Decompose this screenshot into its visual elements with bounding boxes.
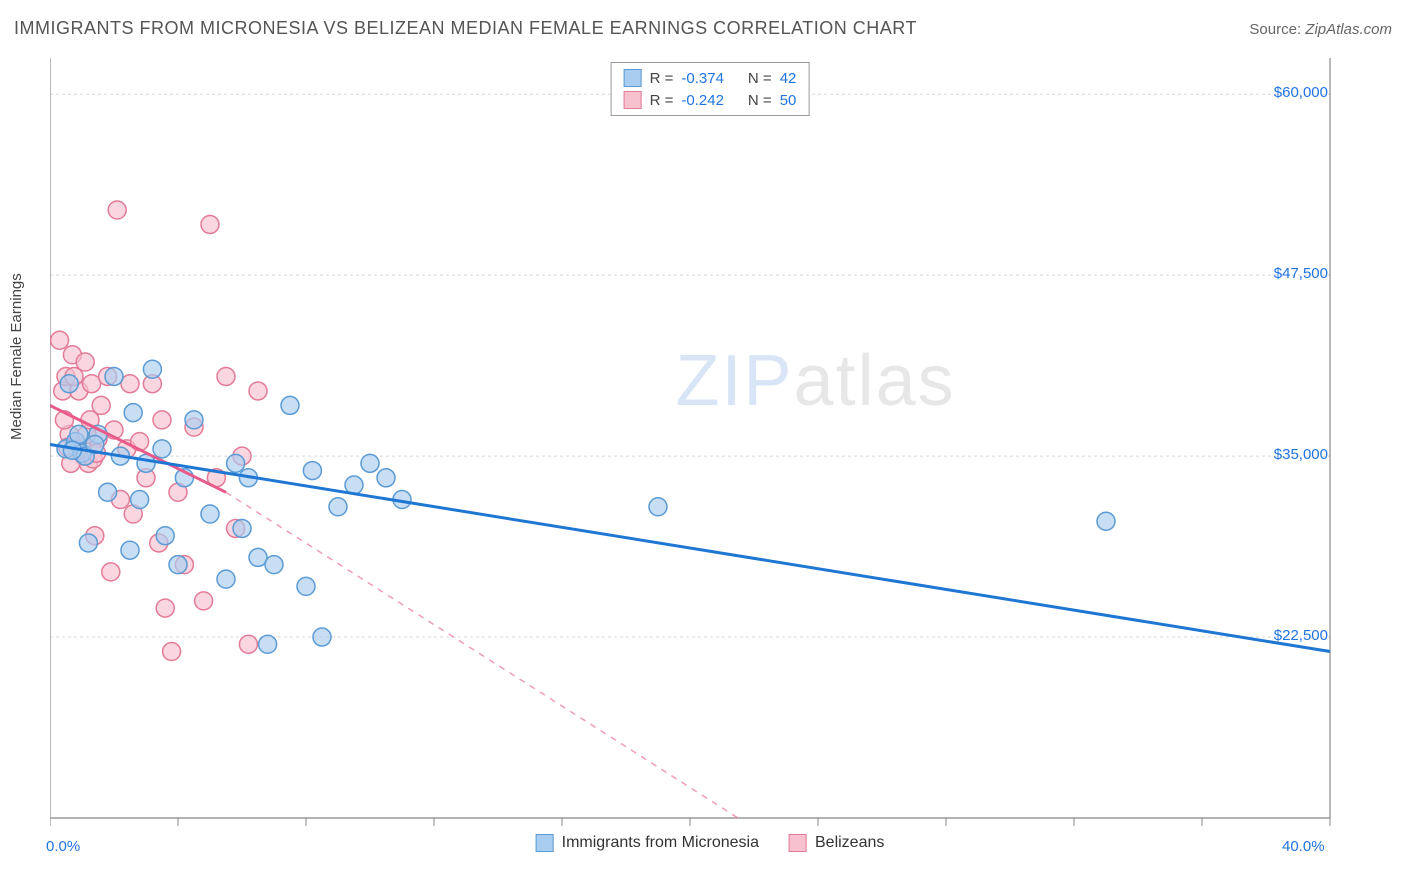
swatch-series-a	[624, 69, 642, 87]
y-tick-label: $47,500	[1258, 265, 1328, 282]
x-axis-min-label: 0.0%	[46, 838, 80, 855]
source-value: ZipAtlas.com	[1305, 21, 1392, 38]
swatch-series-b	[789, 834, 807, 852]
legend-item-b: Belizeans	[789, 834, 884, 852]
y-tick-label: $22,500	[1258, 627, 1328, 644]
legend-label-a: Immigrants from Micronesia	[562, 834, 759, 852]
stats-row-b: R = -0.242 N = 50	[624, 89, 797, 111]
swatch-series-b	[624, 91, 642, 109]
r-value-a: -0.374	[681, 70, 724, 87]
n-value-a: 42	[780, 70, 797, 87]
y-tick-label: $60,000	[1258, 84, 1328, 101]
n-label: N =	[748, 92, 772, 109]
y-tick-label: $35,000	[1258, 446, 1328, 463]
chart-title: IMMIGRANTS FROM MICRONESIA VS BELIZEAN M…	[14, 18, 917, 39]
n-value-b: 50	[780, 92, 797, 109]
legend-item-a: Immigrants from Micronesia	[536, 834, 759, 852]
r-label: R =	[650, 70, 674, 87]
r-label: R =	[650, 92, 674, 109]
stats-legend: R = -0.374 N = 42 R = -0.242 N = 50	[611, 62, 810, 116]
source-label: Source:	[1249, 21, 1301, 38]
r-value-b: -0.242	[681, 92, 724, 109]
stats-row-a: R = -0.374 N = 42	[624, 67, 797, 89]
legend-label-b: Belizeans	[815, 834, 884, 852]
x-axis-max-label: 40.0%	[1282, 838, 1325, 855]
scatter-plot	[50, 58, 1370, 828]
series-legend: Immigrants from Micronesia Belizeans	[536, 834, 885, 852]
chart-area: R = -0.374 N = 42 R = -0.242 N = 50 ZIPa…	[50, 58, 1370, 828]
n-label: N =	[748, 70, 772, 87]
source-attribution: Source: ZipAtlas.com	[1249, 21, 1392, 38]
header-bar: IMMIGRANTS FROM MICRONESIA VS BELIZEAN M…	[14, 18, 1392, 39]
swatch-series-a	[536, 834, 554, 852]
y-axis-label: Median Female Earnings	[8, 273, 25, 440]
